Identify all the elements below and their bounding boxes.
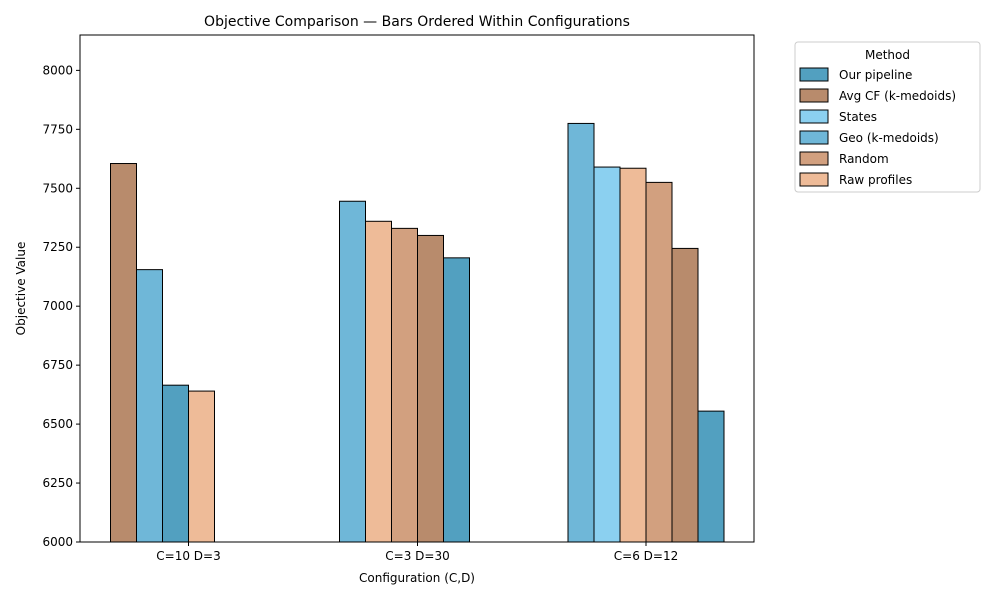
y-tick-label: 7750: [42, 122, 73, 136]
bars-layer: [110, 122, 725, 543]
legend-label: States: [839, 110, 877, 124]
plot-area: [79, 34, 755, 543]
bar-geo-k-medoids: [567, 122, 595, 543]
legend-label: Random: [839, 152, 889, 166]
y-tick-label: 6500: [42, 417, 73, 431]
bar-geo-k-medoids: [339, 200, 366, 543]
y-axis-label: Objective Value: [14, 242, 28, 336]
legend-swatch: [799, 88, 829, 103]
bar-random: [645, 181, 673, 543]
bar-our-pipeline: [697, 410, 725, 543]
legend-swatch: [799, 130, 829, 145]
y-tick-label: 7250: [42, 240, 73, 254]
legend-label: Raw profiles: [839, 173, 912, 187]
legend-swatch: [799, 172, 829, 187]
bar-avg-cf-k-medoids: [671, 247, 699, 543]
y-tick-label: 6000: [42, 535, 73, 549]
legend-title: Method: [865, 48, 910, 62]
x-axis: C=10 D=3 C=3 D=30 C=6 D=12: [156, 542, 678, 563]
bar-raw-profiles: [365, 220, 392, 543]
x-tick-label: C=3 D=30: [385, 549, 449, 563]
bar-avg-cf-k-medoids: [417, 234, 444, 543]
bar-geo-k-medoids: [136, 269, 163, 543]
x-axis-label: Configuration (C,D): [359, 571, 475, 585]
legend-items: Our pipeline Avg CF (k-medoids) States Geo …: [799, 67, 956, 187]
y-tick-label: 6250: [42, 476, 73, 490]
legend-swatch: [799, 151, 829, 166]
legend-swatch: [799, 109, 829, 124]
x-tick-label: C=6 D=12: [614, 549, 678, 563]
bar-our-pipeline: [443, 257, 470, 543]
bar-our-pipeline: [162, 384, 189, 543]
y-tick-label: 7000: [42, 299, 73, 313]
legend-swatch: [799, 67, 829, 82]
legend-label: Our pipeline: [839, 68, 912, 82]
bar-states: [593, 166, 621, 543]
legend-frame: [794, 41, 981, 193]
legend: Method Our pipeline Avg CF (k-medoids) Sta…: [794, 41, 981, 193]
legend-label: Geo (k-medoids): [839, 131, 939, 145]
chart-title: Objective Comparison — Bars Ordered With…: [204, 14, 630, 30]
x-tick-label: C=10 D=3: [156, 549, 220, 563]
legend-label: Avg CF (k-medoids): [839, 89, 956, 103]
bar-raw-profiles: [619, 167, 647, 543]
bar-random: [391, 227, 418, 543]
y-tick-label: 8000: [42, 63, 73, 77]
y-tick-label: 7500: [42, 181, 73, 195]
y-tick-label: 6750: [42, 358, 73, 372]
y-axis: 6000 6250 6500 6750 7000 7250 7500 7750 8000: [42, 63, 80, 549]
bar-raw-profiles: [188, 390, 215, 543]
bar-avg-cf-k-medoids: [110, 163, 137, 543]
